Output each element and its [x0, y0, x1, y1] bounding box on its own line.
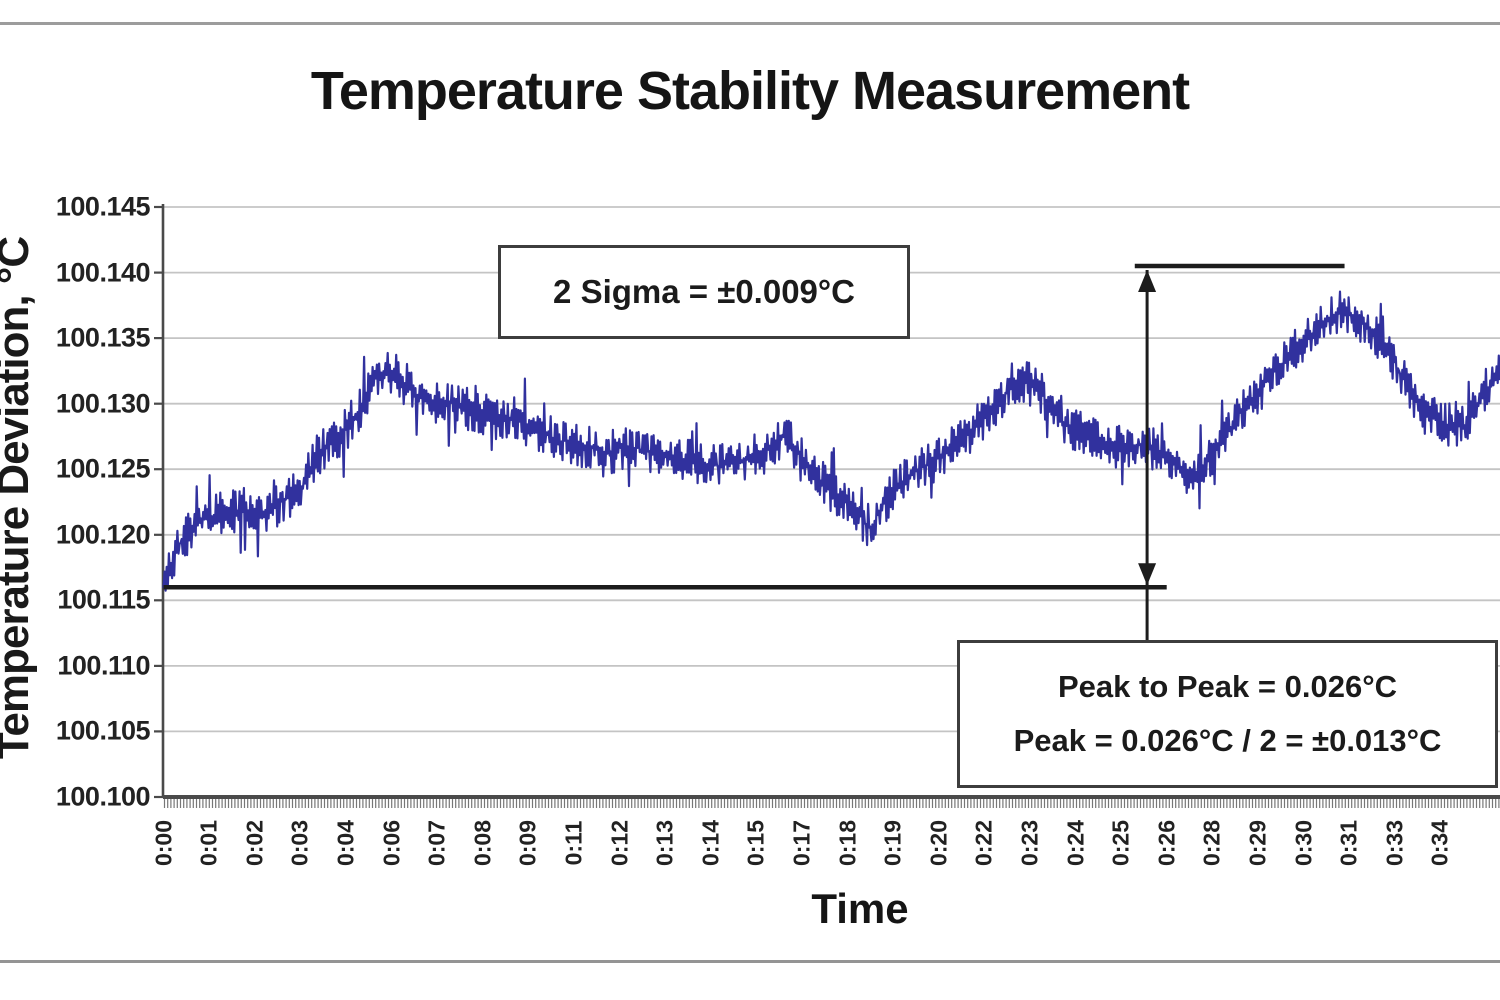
x-tick-label: 0:24: [1062, 819, 1088, 867]
chart-title: Temperature Stability Measurement: [310, 61, 1190, 121]
x-tick-label: 0:02: [241, 819, 268, 867]
y-tick-label: 100.130: [55, 388, 151, 419]
x-tick-label: 0:33: [1381, 819, 1408, 867]
y-tick-label: 100.135: [55, 322, 151, 353]
top-horizontal-rule: [0, 22, 1500, 25]
peak-annotation-line2: Peak = 0.026°C / 2 = ±0.013°C: [1013, 723, 1442, 758]
x-axis-title: Time: [811, 885, 909, 932]
y-tick-label: 100.110: [57, 650, 150, 681]
x-tick-label: 0:34: [1426, 819, 1453, 867]
bottom-horizontal-rule: [0, 960, 1500, 963]
x-tick-label: 0:18: [834, 819, 860, 867]
x-tick-label: 0:30: [1290, 819, 1316, 867]
x-tick-label: 0:15: [742, 819, 769, 867]
y-tick-label: 100.115: [57, 584, 150, 615]
peak-annotation-box: Peak to Peak = 0.026°C Peak = 0.026°C / …: [957, 640, 1498, 788]
x-tick-label: 0:17: [788, 819, 815, 867]
x-tick-label: 0:09: [514, 819, 541, 867]
x-tick-label: 0:23: [1016, 819, 1043, 867]
y-tick-label: 100.125: [55, 453, 151, 484]
x-tick-label: 0:00: [150, 819, 176, 867]
x-tick-label: 0:31: [1335, 819, 1362, 867]
x-tick-label: 0:01: [195, 819, 222, 867]
x-tick-label: 0:14: [697, 819, 724, 867]
arrowhead-down-icon: [1138, 563, 1157, 586]
sigma-annotation-box: 2 Sigma = ±0.009°C: [498, 245, 910, 339]
x-tick-label: 0:12: [606, 819, 632, 867]
arrowhead-up-icon: [1138, 270, 1157, 292]
x-tick-label: 0:28: [1198, 819, 1225, 867]
x-tick-label: 0:29: [1244, 819, 1271, 867]
x-tick-label: 0:20: [925, 819, 952, 867]
x-tick-label: 0:19: [879, 819, 906, 867]
x-tick-label: 0:03: [286, 819, 313, 867]
y-tick-label: 100.140: [55, 257, 151, 288]
sigma-annotation-text: 2 Sigma = ±0.009°C: [553, 273, 855, 310]
x-tick-label: 0:06: [378, 819, 404, 867]
x-tick-label: 0:13: [651, 819, 678, 867]
x-tick-label: 0:25: [1107, 819, 1134, 867]
y-tick-label: 100.145: [55, 191, 151, 222]
x-tick-label: 0:07: [423, 819, 450, 867]
peak-annotation-line1: Peak to Peak = 0.026°C: [1058, 669, 1397, 704]
y-tick-label: 100.105: [55, 715, 151, 746]
x-tick-label: 0:11: [560, 820, 587, 866]
x-tick-label: 0:22: [970, 819, 997, 867]
temperature-series-line: [162, 290, 1500, 592]
x-tick-label: 0:04: [332, 819, 359, 867]
x-tick-label: 0:08: [469, 819, 496, 867]
y-tick-label: 100.120: [55, 519, 151, 550]
x-tick-label: 0:26: [1153, 819, 1180, 867]
y-tick-label: 100.100: [55, 781, 151, 812]
